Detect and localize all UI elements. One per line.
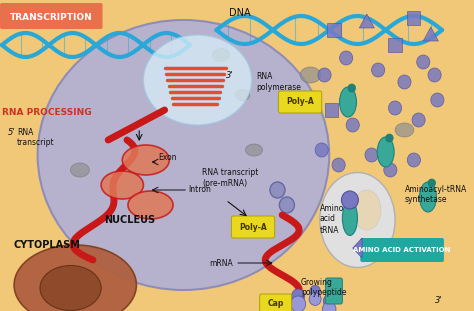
Text: NUCLEUS: NUCLEUS: [104, 215, 155, 225]
Bar: [325, 103, 337, 117]
Circle shape: [384, 163, 397, 177]
Circle shape: [372, 63, 385, 77]
Ellipse shape: [40, 266, 101, 310]
Polygon shape: [423, 27, 438, 41]
FancyBboxPatch shape: [326, 278, 342, 304]
Ellipse shape: [419, 182, 437, 212]
Ellipse shape: [236, 90, 250, 100]
Text: DNA: DNA: [229, 8, 251, 18]
Text: 5': 5': [8, 128, 15, 137]
FancyBboxPatch shape: [360, 238, 444, 262]
Circle shape: [332, 158, 345, 172]
Ellipse shape: [342, 201, 357, 235]
Text: 3': 3': [226, 71, 233, 80]
Circle shape: [398, 75, 411, 89]
Text: tRNA: tRNA: [320, 226, 339, 235]
Circle shape: [346, 118, 359, 132]
Circle shape: [318, 68, 331, 82]
Circle shape: [323, 295, 335, 307]
Text: Aminoacyl-tRNA
synthetase: Aminoacyl-tRNA synthetase: [404, 185, 467, 204]
Circle shape: [407, 153, 420, 167]
Circle shape: [341, 191, 358, 209]
Circle shape: [279, 197, 294, 213]
Circle shape: [315, 143, 328, 157]
Text: Intron: Intron: [188, 185, 211, 194]
Text: CYTOPLASM: CYTOPLASM: [13, 240, 80, 250]
Text: RNA PROCESSING: RNA PROCESSING: [2, 108, 91, 117]
Circle shape: [428, 179, 436, 187]
Circle shape: [270, 182, 285, 198]
Circle shape: [292, 289, 305, 303]
Circle shape: [348, 84, 356, 92]
Circle shape: [412, 113, 425, 127]
Circle shape: [309, 293, 321, 305]
Text: TRANSCRIPTION: TRANSCRIPTION: [9, 13, 92, 22]
Circle shape: [322, 302, 336, 311]
Ellipse shape: [320, 173, 395, 267]
Circle shape: [386, 134, 393, 142]
Text: RNA
transcript: RNA transcript: [17, 128, 55, 147]
Circle shape: [310, 285, 320, 297]
Ellipse shape: [71, 163, 90, 177]
Ellipse shape: [14, 245, 137, 311]
Text: RNA transcript
(pre-mRNA): RNA transcript (pre-mRNA): [202, 168, 259, 188]
Circle shape: [428, 68, 441, 82]
Ellipse shape: [300, 67, 321, 83]
Text: Amino
acid: Amino acid: [320, 204, 344, 223]
Text: RNA
polymerase: RNA polymerase: [256, 72, 301, 92]
Circle shape: [291, 296, 306, 311]
Circle shape: [339, 51, 353, 65]
Circle shape: [365, 148, 378, 162]
Ellipse shape: [37, 20, 329, 290]
Text: Poly-A: Poly-A: [286, 98, 314, 106]
Circle shape: [389, 101, 401, 115]
Ellipse shape: [212, 49, 229, 62]
Circle shape: [431, 93, 444, 107]
Ellipse shape: [144, 35, 252, 125]
Ellipse shape: [101, 171, 144, 199]
Text: AMINO ACID ACTIVATION: AMINO ACID ACTIVATION: [353, 247, 450, 253]
Text: mRNA: mRNA: [210, 258, 233, 267]
Text: Growing
polypeptide: Growing polypeptide: [301, 278, 346, 297]
FancyBboxPatch shape: [231, 216, 274, 238]
Bar: [389, 38, 401, 52]
FancyBboxPatch shape: [260, 294, 292, 311]
Ellipse shape: [377, 137, 394, 167]
Polygon shape: [353, 238, 362, 258]
FancyBboxPatch shape: [0, 3, 102, 29]
Text: Poly-A: Poly-A: [239, 222, 267, 231]
Ellipse shape: [122, 145, 169, 175]
FancyBboxPatch shape: [278, 91, 322, 113]
Bar: [328, 23, 340, 37]
Text: Cap: Cap: [267, 299, 284, 308]
Ellipse shape: [353, 190, 381, 230]
Circle shape: [417, 55, 430, 69]
Ellipse shape: [246, 144, 263, 156]
Ellipse shape: [339, 87, 356, 117]
Ellipse shape: [128, 191, 173, 219]
Ellipse shape: [395, 123, 414, 137]
Text: Exon: Exon: [158, 154, 176, 163]
Bar: [407, 11, 420, 25]
Polygon shape: [359, 14, 374, 28]
Text: 3': 3': [435, 296, 442, 305]
